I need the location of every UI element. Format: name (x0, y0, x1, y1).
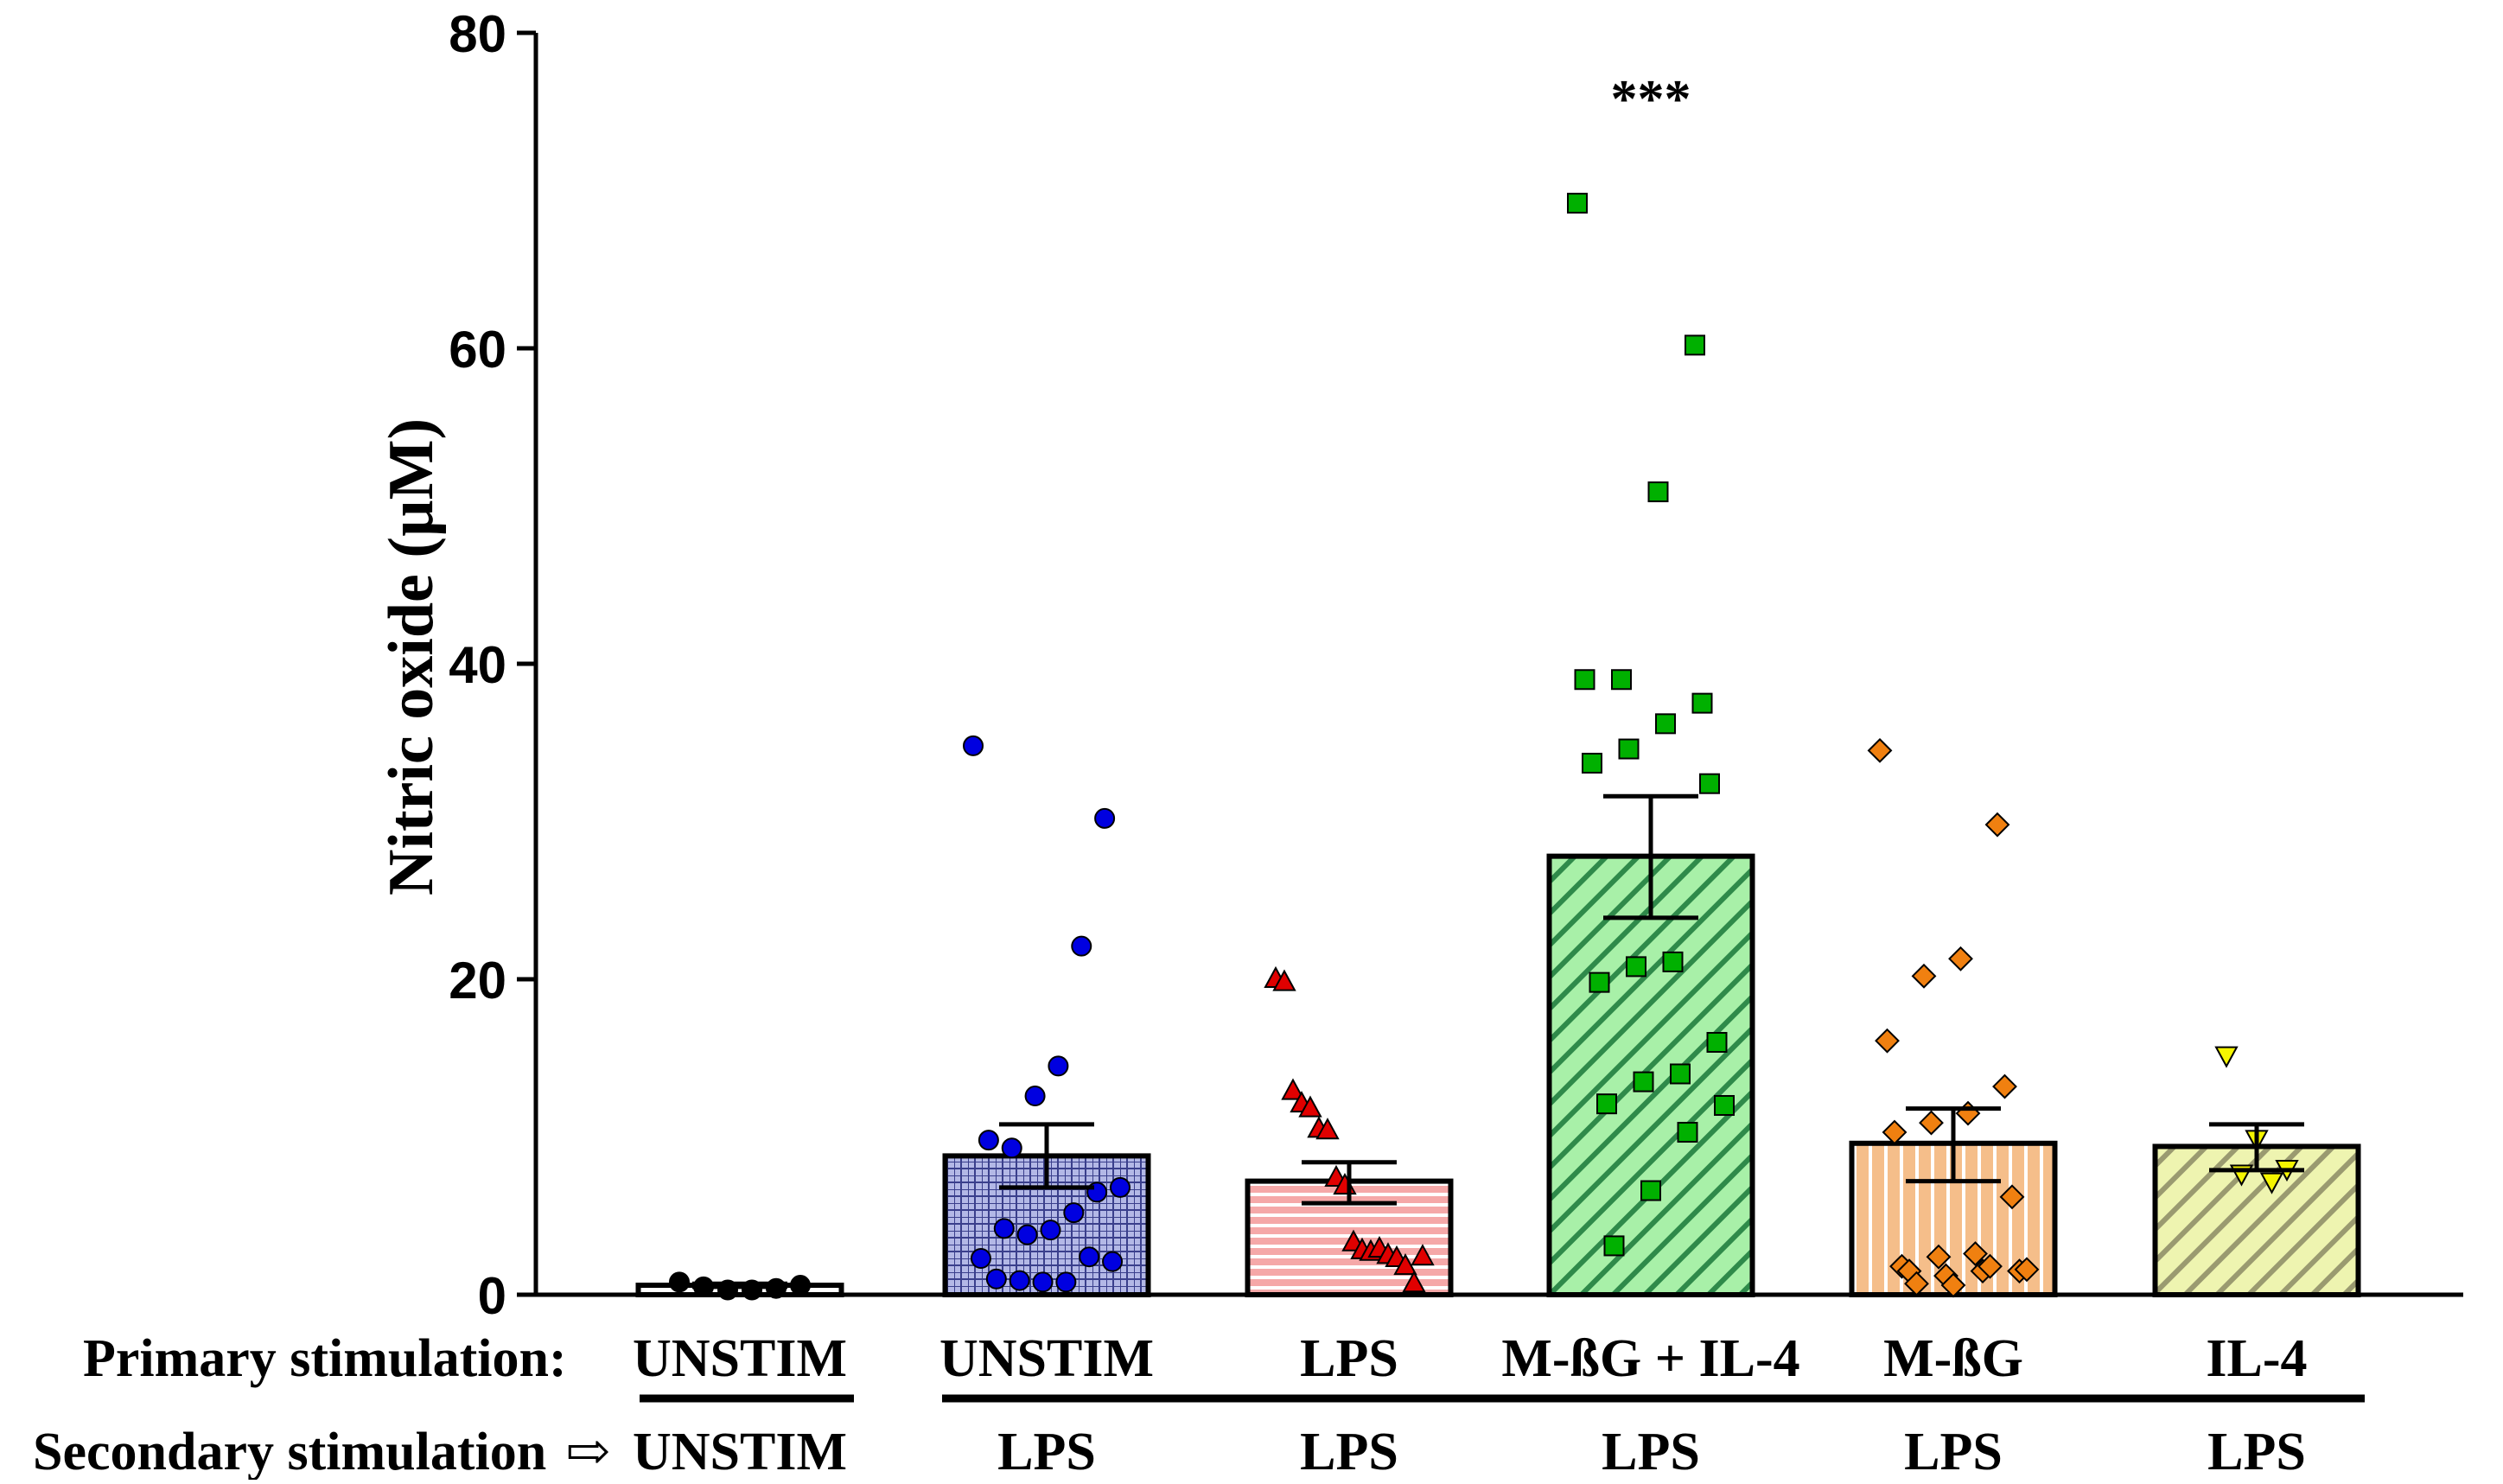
data-point (1603, 1235, 1625, 1257)
data-point (2014, 1257, 2040, 1283)
data-point (985, 1268, 1007, 1290)
data-point (1596, 1093, 1617, 1115)
data-point (1963, 1241, 1988, 1266)
data-point (1714, 1095, 1735, 1116)
data-point (1315, 1118, 1340, 1140)
data-point (1611, 669, 1632, 691)
data-point (1655, 713, 1676, 735)
primary-category-label: M-ßG + IL-4 (1501, 1329, 1799, 1388)
data-point (1618, 738, 1640, 760)
data-point (1582, 752, 1602, 774)
secondary-stimulation-label: Secondary stimulation ⇨ (33, 1423, 610, 1480)
category-labels: UNSTIM UNSTIM UNSTIM LPS LPS LPS M-ßG + IL-4 LP… (633, 1329, 2365, 1481)
error-bars-layer (692, 793, 2304, 1290)
data-point (1948, 946, 1973, 971)
data-point (1281, 1078, 1305, 1100)
primary-category-label: UNSTIM (633, 1329, 847, 1388)
data-point (1055, 1271, 1077, 1293)
data-point (1048, 1055, 1069, 1077)
right-arrow-icon: ⇨ (565, 1423, 610, 1480)
data-point (1984, 812, 2010, 838)
secondary-category-label: LPS (997, 1423, 1096, 1480)
data-point (1024, 1086, 1046, 1107)
data-point (669, 1271, 690, 1293)
primary-stimulation-label: Primary stimulation: (83, 1329, 567, 1388)
data-point (1919, 1110, 1944, 1136)
secondary-category-label: LPS (1300, 1423, 1398, 1480)
data-point (1567, 193, 1588, 214)
y-tick-label: 20 (449, 952, 506, 1010)
data-point (1402, 1271, 1426, 1293)
data-point (1904, 1271, 1929, 1296)
data-point (1009, 1270, 1030, 1291)
data-point (1670, 1063, 1691, 1085)
data-point (1875, 1028, 1900, 1054)
y-tick-label: 60 (449, 321, 506, 379)
secondary-category-label: LPS (2207, 1423, 2306, 1480)
secondary-category-label: UNSTIM (633, 1423, 847, 1480)
data-point (1102, 1251, 1124, 1272)
data-point (1589, 971, 1610, 993)
data-point (1867, 737, 1893, 763)
bars-layer (635, 853, 2361, 1298)
data-point (1647, 481, 1669, 503)
data-point (1063, 1202, 1085, 1224)
data-point (1911, 963, 1937, 989)
data-point (1640, 1180, 1661, 1201)
data-point (1110, 1176, 1130, 1198)
data-point (1016, 1224, 1038, 1245)
data-point (1699, 773, 1720, 794)
data-point (1882, 1119, 1908, 1145)
secondary-category-label: LPS (1904, 1423, 2003, 1480)
data-point (1574, 669, 1595, 691)
data-point (1040, 1220, 1061, 1241)
secondary-stimulation-text: Secondary stimulation (33, 1423, 546, 1480)
significance-annotation: *** (1611, 70, 1691, 129)
primary-category-label: UNSTIM (939, 1329, 1154, 1388)
secondary-category-label: LPS (1602, 1423, 1700, 1480)
data-point (1633, 1071, 1654, 1092)
data-point (1677, 1122, 1698, 1143)
data-point (2259, 1172, 2284, 1194)
data-point (970, 1248, 991, 1270)
data-point (2214, 1046, 2239, 1068)
data-point (993, 1218, 1015, 1239)
axes: 0 20 40 60 80 (449, 5, 2463, 1325)
primary-category-label: IL-4 (2206, 1329, 2307, 1388)
y-axis-label: Nitric oxide (µM) (376, 418, 447, 895)
data-point (1685, 334, 1705, 356)
data-point (1691, 692, 1713, 714)
y-tick-label: 0 (478, 1267, 506, 1325)
data-point (1071, 935, 1092, 957)
data-point (1955, 1100, 1981, 1126)
data-point (1999, 1184, 2025, 1210)
data-point (1992, 1073, 2017, 1099)
data-point (1940, 1272, 1966, 1298)
data-point (1626, 956, 1646, 978)
data-point (963, 735, 984, 756)
data-point (1094, 807, 1116, 829)
data-point (1272, 969, 1296, 991)
data-point (1079, 1246, 1100, 1268)
data-point (1032, 1271, 1054, 1293)
data-point (1411, 1244, 1435, 1266)
primary-category-label: M-ßG (1883, 1329, 2023, 1388)
data-point (1662, 951, 1684, 972)
data-point (1298, 1095, 1322, 1118)
primary-category-label: LPS (1300, 1329, 1398, 1388)
data-point (978, 1130, 999, 1151)
points-layer (669, 193, 2299, 1301)
data-point (1393, 1253, 1417, 1276)
data-point (1001, 1137, 1022, 1159)
data-point (1706, 1032, 1728, 1053)
data-point (790, 1275, 811, 1296)
data-point (1926, 1244, 1952, 1270)
y-tick-label: 40 (449, 636, 506, 694)
data-point (1978, 1253, 2003, 1279)
y-tick-label: 80 (449, 5, 506, 63)
